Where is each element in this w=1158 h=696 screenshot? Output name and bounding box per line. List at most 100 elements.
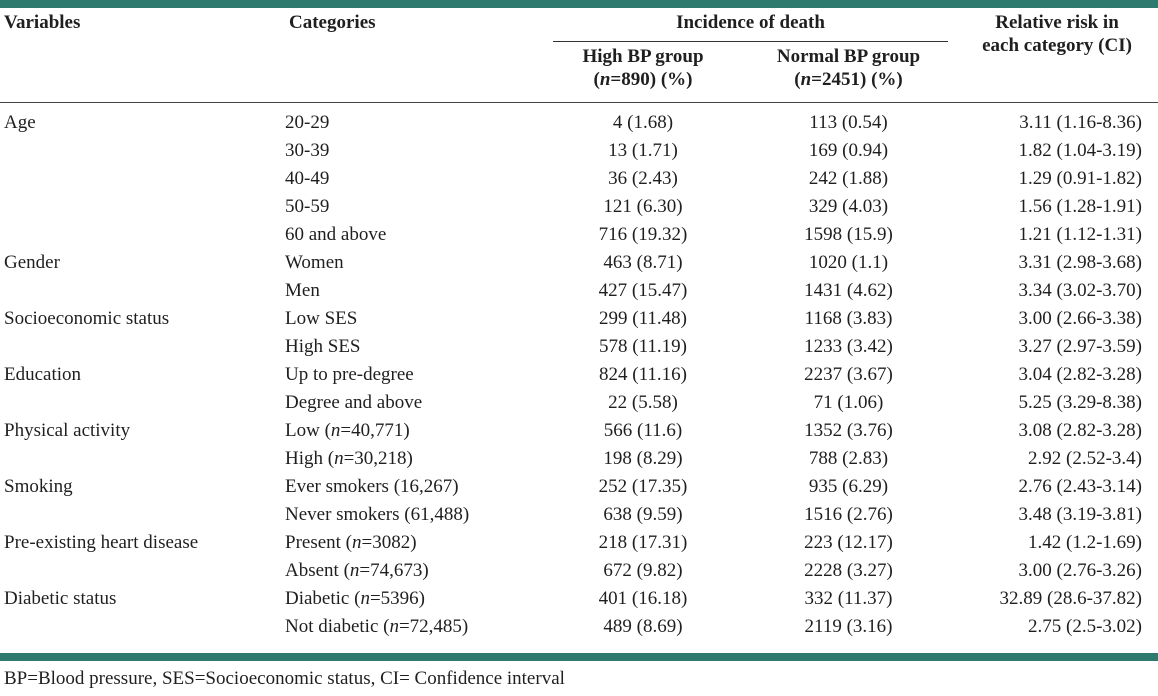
- cell-category: Absent (n=74,673): [285, 557, 545, 585]
- cell-normal-bp: 1431 (4.62): [804, 279, 893, 301]
- table-row: Gender Women 463 (8.71) 1020 (1.1) 3.31 (2.9…: [0, 249, 1158, 277]
- cell-high-bp: 121 (6.30): [603, 195, 683, 217]
- cell-normal-bp: 1020 (1.1): [808, 251, 889, 273]
- table-body: Age 20-29 4 (1.68) 113 (0.54) 3.11 (1.16-8.3…: [0, 103, 1158, 642]
- cell-variable: Pre-existing heart disease: [4, 531, 199, 553]
- cell-normal-bp: 332 (11.37): [804, 587, 893, 609]
- header-high-bp-line1: High BP group: [582, 46, 704, 67]
- cell-variable: [0, 389, 285, 417]
- cell-variable: Socioeconomic status: [4, 307, 170, 329]
- cell-high-bp: 13 (1.71): [608, 139, 678, 161]
- category-text-post: =72,485): [398, 615, 469, 637]
- cell-category: High SES: [285, 335, 361, 357]
- cell-category: Present (n=3082): [285, 529, 545, 557]
- cell-relative-risk: 3.11 (1.16-8.36): [1019, 111, 1143, 133]
- cell-relative-risk: 2.76 (2.43-3.14): [1018, 475, 1143, 497]
- category-n-italic: n: [349, 559, 360, 581]
- cell-variable: Education: [4, 363, 82, 385]
- cell-normal-bp: 169 (0.94): [808, 139, 889, 161]
- cell-variable: [0, 445, 285, 473]
- cell-category: Low SES: [285, 307, 358, 329]
- cell-category: Diabetic (n=5396): [285, 585, 545, 613]
- table-row: Men 427 (15.47) 1431 (4.62) 3.34 (3.02-3.70…: [0, 277, 1158, 305]
- table-row: Degree and above 22 (5.58) 71 (1.06) 5.25 (…: [0, 389, 1158, 417]
- category-text-pre: Not diabetic (: [285, 615, 390, 637]
- cell-relative-risk: 1.21 (1.12-1.31): [1018, 223, 1143, 245]
- cell-category: Up to pre-degree: [285, 363, 414, 385]
- header-normal-bp-line2-post: =2451) (%): [811, 68, 903, 90]
- category-text-post: =3082): [361, 531, 417, 553]
- cell-relative-risk: 1.42 (1.2-1.69): [1028, 531, 1143, 553]
- cell-variable: [0, 333, 285, 361]
- table-row: Smoking Ever smokers (16,267) 252 (17.35) 9…: [0, 473, 1158, 501]
- cell-category: Not diabetic (n=72,485): [285, 613, 545, 641]
- cell-normal-bp: 2119 (3.16): [804, 615, 893, 637]
- cell-category: Women: [285, 251, 344, 273]
- table-row: High (n=30,218) 198 (8.29) 788 (2.83) 2.92 …: [0, 445, 1158, 473]
- cell-relative-risk: 2.92 (2.52-3.4): [1028, 447, 1143, 469]
- cell-high-bp: 672 (9.82): [603, 559, 683, 581]
- cell-normal-bp: 223 (12.17): [804, 531, 893, 553]
- cell-category: 60 and above: [285, 223, 387, 245]
- cell-category: High (n=30,218): [285, 445, 545, 473]
- table-row: High SES 578 (11.19) 1233 (3.42) 3.27 (2.97…: [0, 333, 1158, 361]
- mortality-table: Variables Categories Incidence of death …: [0, 8, 1158, 641]
- header-normal-bp-n: n: [800, 68, 812, 90]
- cell-relative-risk: 1.29 (0.91-1.82): [1018, 167, 1143, 189]
- category-text-post: =5396): [369, 587, 425, 609]
- category-text-pre: Low (: [285, 419, 331, 441]
- cell-normal-bp: 935 (6.29): [808, 475, 889, 497]
- cell-category: Never smokers (61,488): [285, 503, 470, 525]
- header-incidence-of-death: Incidence of death: [545, 8, 956, 42]
- category-text-post: =74,673): [359, 559, 429, 581]
- cell-high-bp: 716 (19.32): [598, 223, 688, 245]
- cell-variable: [0, 165, 285, 193]
- table-row: Not diabetic (n=72,485) 489 (8.69) 2119 (3…: [0, 613, 1158, 641]
- header-separator: [0, 102, 1158, 103]
- cell-category: 50-59: [285, 195, 330, 217]
- header-categories: Categories: [289, 12, 376, 33]
- category-n-italic: n: [389, 615, 399, 637]
- category-text-pre: Diabetic (: [285, 587, 361, 609]
- table-row: 60 and above 716 (19.32) 1598 (15.9) 1.21 (…: [0, 221, 1158, 249]
- cell-variable: [0, 137, 285, 165]
- cell-normal-bp: 1168 (3.83): [804, 307, 893, 329]
- category-n-italic: n: [330, 419, 341, 441]
- cell-normal-bp: 1516 (2.76): [804, 503, 893, 525]
- cell-relative-risk: 32.89 (28.6-37.82): [999, 587, 1143, 609]
- cell-normal-bp: 242 (1.88): [808, 167, 889, 189]
- table-row: 50-59 121 (6.30) 329 (4.03) 1.56 (1.28-1.91…: [0, 193, 1158, 221]
- cell-high-bp: 638 (9.59): [603, 503, 683, 525]
- cell-category: 30-39: [285, 139, 330, 161]
- cell-high-bp: 218 (17.31): [598, 531, 688, 553]
- cell-category: 20-29: [285, 111, 330, 133]
- cell-relative-risk: 3.27 (2.97-3.59): [1018, 335, 1143, 357]
- table-row: Physical activity Low (n=40,771) 566 (11.6…: [0, 417, 1158, 445]
- table-row: Diabetic status Diabetic (n=5396) 401 (16.…: [0, 585, 1158, 613]
- cell-normal-bp: 113 (0.54): [809, 111, 888, 133]
- cell-high-bp: 489 (8.69): [603, 615, 683, 637]
- cell-relative-risk: 1.82 (1.04-3.19): [1018, 139, 1143, 161]
- cell-normal-bp: 1233 (3.42): [804, 335, 893, 357]
- header-variables: Variables: [4, 12, 81, 33]
- cell-variable: Smoking: [4, 475, 73, 497]
- cell-variable: [0, 557, 285, 585]
- cell-category: Degree and above: [285, 391, 423, 413]
- cell-high-bp: 401 (16.18): [598, 587, 688, 609]
- category-text-pre: High (: [285, 447, 335, 469]
- cell-high-bp: 463 (8.71): [603, 251, 683, 273]
- table-container: Variables Categories Incidence of death …: [0, 8, 1158, 653]
- cell-variable: [0, 221, 285, 249]
- cell-relative-risk: 3.00 (2.76-3.26): [1018, 559, 1143, 581]
- cell-normal-bp: 71 (1.06): [813, 391, 884, 413]
- cell-category: Men: [285, 279, 320, 301]
- bottom-rule-bar: [0, 653, 1158, 661]
- table-row: Never smokers (61,488) 638 (9.59) 1516 (2.…: [0, 501, 1158, 529]
- cell-category: Ever smokers (16,267): [285, 475, 459, 497]
- cell-relative-risk: 3.00 (2.66-3.38): [1018, 307, 1143, 329]
- table-row: Pre-existing heart disease Present (n=308…: [0, 529, 1158, 557]
- cell-normal-bp: 788 (2.83): [808, 447, 889, 469]
- table-row: Socioeconomic status Low SES 299 (11.48) 11…: [0, 305, 1158, 333]
- cell-high-bp: 824 (11.16): [599, 363, 687, 385]
- cell-relative-risk: 3.04 (2.82-3.28): [1018, 363, 1143, 385]
